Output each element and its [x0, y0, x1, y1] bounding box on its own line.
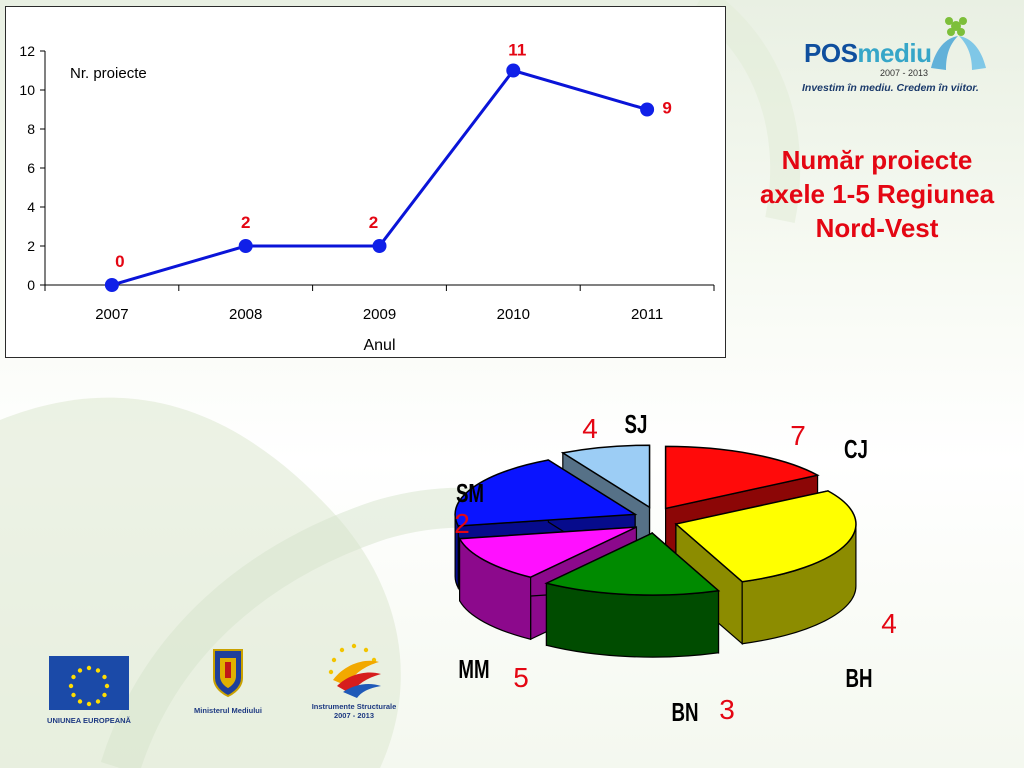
pie-category-label: BN [671, 697, 698, 727]
pie-value-label: 4 [582, 413, 598, 444]
y-tick-label: 0 [27, 277, 35, 293]
y-axis-label: Nr. proiecte [70, 65, 147, 82]
pie-slice-bh [544, 531, 721, 658]
slide-title: Număr proiecte axele 1-5 Regiunea Nord-V… [759, 145, 995, 243]
y-tick-label: 4 [27, 199, 35, 215]
data-point [104, 278, 119, 292]
pos-tagline: Investim în mediu. Credem în viitor. [802, 82, 979, 94]
y-tick-label: 2 [27, 238, 35, 254]
data-point [238, 239, 253, 253]
x-tick-label: 2010 [497, 306, 530, 323]
data-point [372, 239, 387, 253]
pie-slice-cj [674, 490, 857, 646]
pie-category-label: MM [458, 654, 489, 684]
pie-value-label: 3 [719, 694, 735, 725]
y-tick-label: 10 [19, 82, 35, 98]
structural-label: Instrumente Structurale [311, 702, 397, 711]
structural-logo: Instrumente Structurale 2007 - 2013 [304, 640, 404, 720]
structural-instruments-icon [328, 643, 381, 698]
data-label: 0 [115, 252, 124, 271]
structural-years: 2007 - 2013 [333, 711, 375, 720]
pie-chart-panel: SJ 4 CJ 7 BH 4 BN 3 MM 5 SM 2 [440, 395, 900, 735]
pie-value-label: 2 [454, 508, 470, 539]
x-tick-label: 2008 [229, 306, 262, 323]
pos-suffix: mediu [857, 38, 932, 68]
x-tick-label: 2009 [363, 306, 396, 323]
y-tick-label: 12 [19, 43, 35, 59]
pie-chart: SJ 4 CJ 7 BH 4 BN 3 MM 5 SM2 [454, 409, 897, 727]
data-label: 2 [241, 213, 250, 232]
ministry-logo: Ministerul Mediului [188, 644, 268, 715]
eu-label: UNIUNEA EUROPEANĂ [47, 716, 131, 725]
data-point [506, 63, 521, 78]
pie-category-label: SJ [625, 409, 648, 439]
pos-prefix: POS [804, 38, 858, 68]
pie-value-label: 4 [881, 608, 897, 639]
pie-category-label: SM [456, 478, 484, 508]
data-point [640, 102, 655, 117]
y-tick-label: 6 [27, 160, 35, 176]
pie-value-label: 7 [790, 420, 806, 451]
coat-of-arms-icon [213, 649, 243, 698]
x-tick-label: 2007 [95, 306, 128, 323]
eu-flag-icon [49, 656, 129, 710]
pie-value-label: 5 [513, 662, 529, 693]
y-tick-label: 8 [27, 121, 35, 137]
pie-category-label: CJ [844, 434, 868, 464]
x-tick-label: 2011 [631, 306, 663, 323]
eu-logo: UNIUNEA EUROPEANĂ [44, 656, 134, 725]
data-label: 2 [369, 213, 378, 232]
posmediu-logo: POSmediu 2007 - 2013 Investim în mediu. … [796, 8, 1002, 98]
x-axis-label: Anul [363, 337, 395, 354]
pie-category-label: BH [845, 663, 872, 693]
pos-years: 2007 - 2013 [880, 68, 929, 78]
line-chart-panel: 0 2 4 6 8 10 12 2007 2008 2009 2010 2011 Anul Nr. pro… [5, 6, 726, 358]
data-label: 11 [508, 41, 526, 60]
data-label: 9 [662, 99, 671, 118]
posmediu-emblem-icon [931, 17, 986, 70]
ministry-label: Ministerul Mediului [194, 706, 262, 715]
